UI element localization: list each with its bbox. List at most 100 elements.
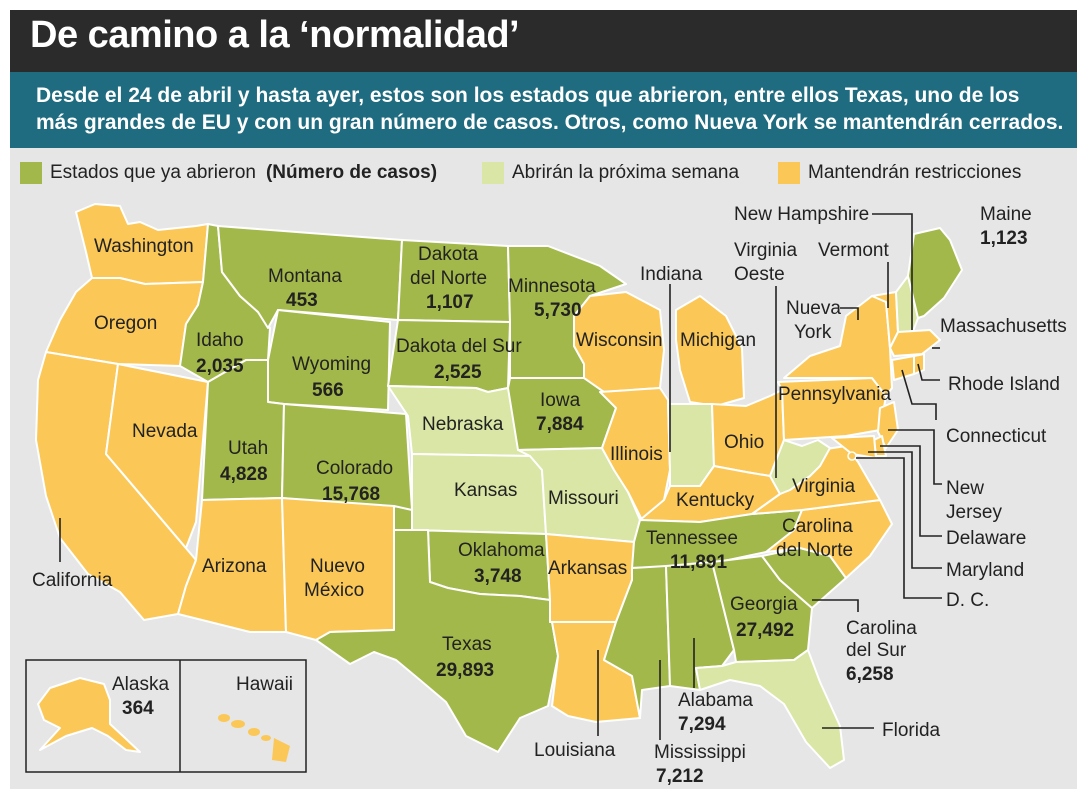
cases-tennessee: 11,891 xyxy=(670,552,727,573)
cases-georgia: 27,492 xyxy=(736,620,794,641)
label-tennessee: Tennessee xyxy=(646,528,738,549)
legend-swatch-next-week xyxy=(482,162,504,184)
cases-wyoming: 566 xyxy=(312,380,344,401)
state-florida[interactable] xyxy=(695,649,845,769)
label-nevada: Nevada xyxy=(132,421,198,442)
label-illinois: Illinois xyxy=(610,444,663,465)
label-arizona: Arizona xyxy=(202,556,267,577)
state-dc[interactable] xyxy=(847,451,857,461)
label-new-york-1: Nueva xyxy=(786,298,841,319)
label-minnesota: Minnesota xyxy=(508,276,596,297)
title-bar xyxy=(10,10,1077,72)
label-colorado: Colorado xyxy=(316,458,393,479)
cases-minnesota: 5,730 xyxy=(534,300,582,321)
label-wisconsin: Wisconsin xyxy=(576,330,663,351)
label-oregon: Oregon xyxy=(94,313,157,334)
page-title: De camino a la ‘normalidad’ xyxy=(30,14,520,56)
legend-label-restricted: Mantendrán restricciones xyxy=(808,162,1022,183)
leader-connecticut xyxy=(901,369,937,420)
leader-new-york xyxy=(840,307,859,320)
label-nebraska: Nebraska xyxy=(422,414,504,435)
cases-texas: 29,893 xyxy=(436,660,494,681)
cases-south-carolina: 6,258 xyxy=(846,664,894,685)
label-south-carolina-2: del Sur xyxy=(846,640,907,661)
label-south-dakota: Dakota del Sur xyxy=(396,336,522,357)
state-maine[interactable] xyxy=(907,227,963,319)
label-mississippi: Mississippi xyxy=(654,742,746,763)
label-west-virginia-1: Virginia xyxy=(734,240,797,261)
label-north-carolina-2: del Norte xyxy=(776,540,853,561)
label-delaware: Delaware xyxy=(946,528,1026,549)
label-north-dakota-2: del Norte xyxy=(410,268,487,289)
cases-iowa: 7,884 xyxy=(536,414,584,435)
label-pennsylvania: Pennsylvania xyxy=(778,384,891,405)
cases-alabama: 7,294 xyxy=(678,714,726,735)
legend-item-next-week: Abrirán la próxima semana xyxy=(482,162,739,184)
label-north-dakota-1: Dakota xyxy=(418,244,479,265)
cases-oklahoma: 3,748 xyxy=(474,566,522,587)
state-texas[interactable] xyxy=(315,529,559,753)
cases-colorado: 15,768 xyxy=(322,484,380,505)
label-louisiana: Louisiana xyxy=(534,740,616,761)
label-maine: Maine xyxy=(980,204,1032,225)
cases-utah: 4,828 xyxy=(220,464,268,485)
label-utah: Utah xyxy=(228,438,268,459)
label-indiana: Indiana xyxy=(640,264,703,285)
label-georgia: Georgia xyxy=(730,594,798,615)
page-subtitle: Desde el 24 de abril y hasta ayer, estos… xyxy=(36,84,1064,134)
label-kentucky: Kentucky xyxy=(676,490,755,511)
cases-maine: 1,123 xyxy=(980,228,1028,249)
state-west-virginia[interactable] xyxy=(769,439,831,495)
label-new-hampshire: New Hampshire xyxy=(734,204,869,225)
label-michigan: Michigan xyxy=(680,330,756,351)
label-texas: Texas xyxy=(442,634,492,655)
label-iowa: Iowa xyxy=(540,390,581,411)
state-maryland[interactable] xyxy=(831,435,877,459)
state-indiana[interactable] xyxy=(667,403,715,487)
label-massachusetts: Massachusetts xyxy=(940,316,1067,337)
legend-item-open: Estados que ya abrieron (Número de casos… xyxy=(20,162,437,184)
leader-rhode-island xyxy=(917,363,940,381)
label-florida: Florida xyxy=(882,720,941,741)
state-alaska[interactable] xyxy=(37,677,141,753)
legend-label-open: Estados que ya abrieron xyxy=(50,162,256,183)
label-oklahoma: Oklahoma xyxy=(458,540,545,561)
leader-dc xyxy=(856,457,942,599)
label-wyoming: Wyoming xyxy=(292,354,371,375)
state-massachusetts[interactable] xyxy=(889,329,941,357)
label-new-mexico-2: México xyxy=(304,580,364,601)
state-north-carolina[interactable] xyxy=(765,499,893,579)
legend-label-next-week: Abrirán la próxima semana xyxy=(512,162,740,183)
state-rhode-island[interactable] xyxy=(913,353,925,375)
leader-new-jersey xyxy=(888,429,942,485)
label-kansas: Kansas xyxy=(454,480,517,501)
state-hawaii[interactable] xyxy=(218,714,290,762)
cases-south-dakota: 2,525 xyxy=(434,362,482,383)
label-alabama: Alabama xyxy=(678,690,753,711)
label-arkansas: Arkansas xyxy=(548,558,627,579)
leader-south-carolina xyxy=(812,599,859,612)
label-idaho: Idaho xyxy=(196,330,244,351)
inset-box xyxy=(25,659,307,773)
leader-maryland xyxy=(868,451,942,569)
label-hawaii: Hawaii xyxy=(236,674,293,695)
label-virginia: Virginia xyxy=(792,476,855,497)
label-new-jersey-1: New xyxy=(946,478,984,499)
legend-item-restricted: Mantendrán restricciones xyxy=(778,162,1021,184)
legend-swatch-open xyxy=(20,162,42,184)
state-connecticut[interactable] xyxy=(891,355,915,381)
cases-alaska: 364 xyxy=(122,698,154,719)
subtitle-bar xyxy=(10,72,1077,148)
label-rhode-island: Rhode Island xyxy=(948,374,1060,395)
state-michigan[interactable] xyxy=(675,295,745,407)
label-north-carolina-1: Carolina xyxy=(782,516,853,537)
label-west-virginia-2: Oeste xyxy=(734,264,785,285)
label-missouri: Missouri xyxy=(548,488,619,509)
cases-idaho: 2,035 xyxy=(196,356,244,377)
state-nevada[interactable] xyxy=(105,363,209,549)
leader-new-hampshire xyxy=(872,213,913,330)
label-montana: Montana xyxy=(268,266,342,287)
label-maryland: Maryland xyxy=(946,560,1024,581)
legend: Estados que ya abrieron (Número de casos… xyxy=(10,154,1077,194)
